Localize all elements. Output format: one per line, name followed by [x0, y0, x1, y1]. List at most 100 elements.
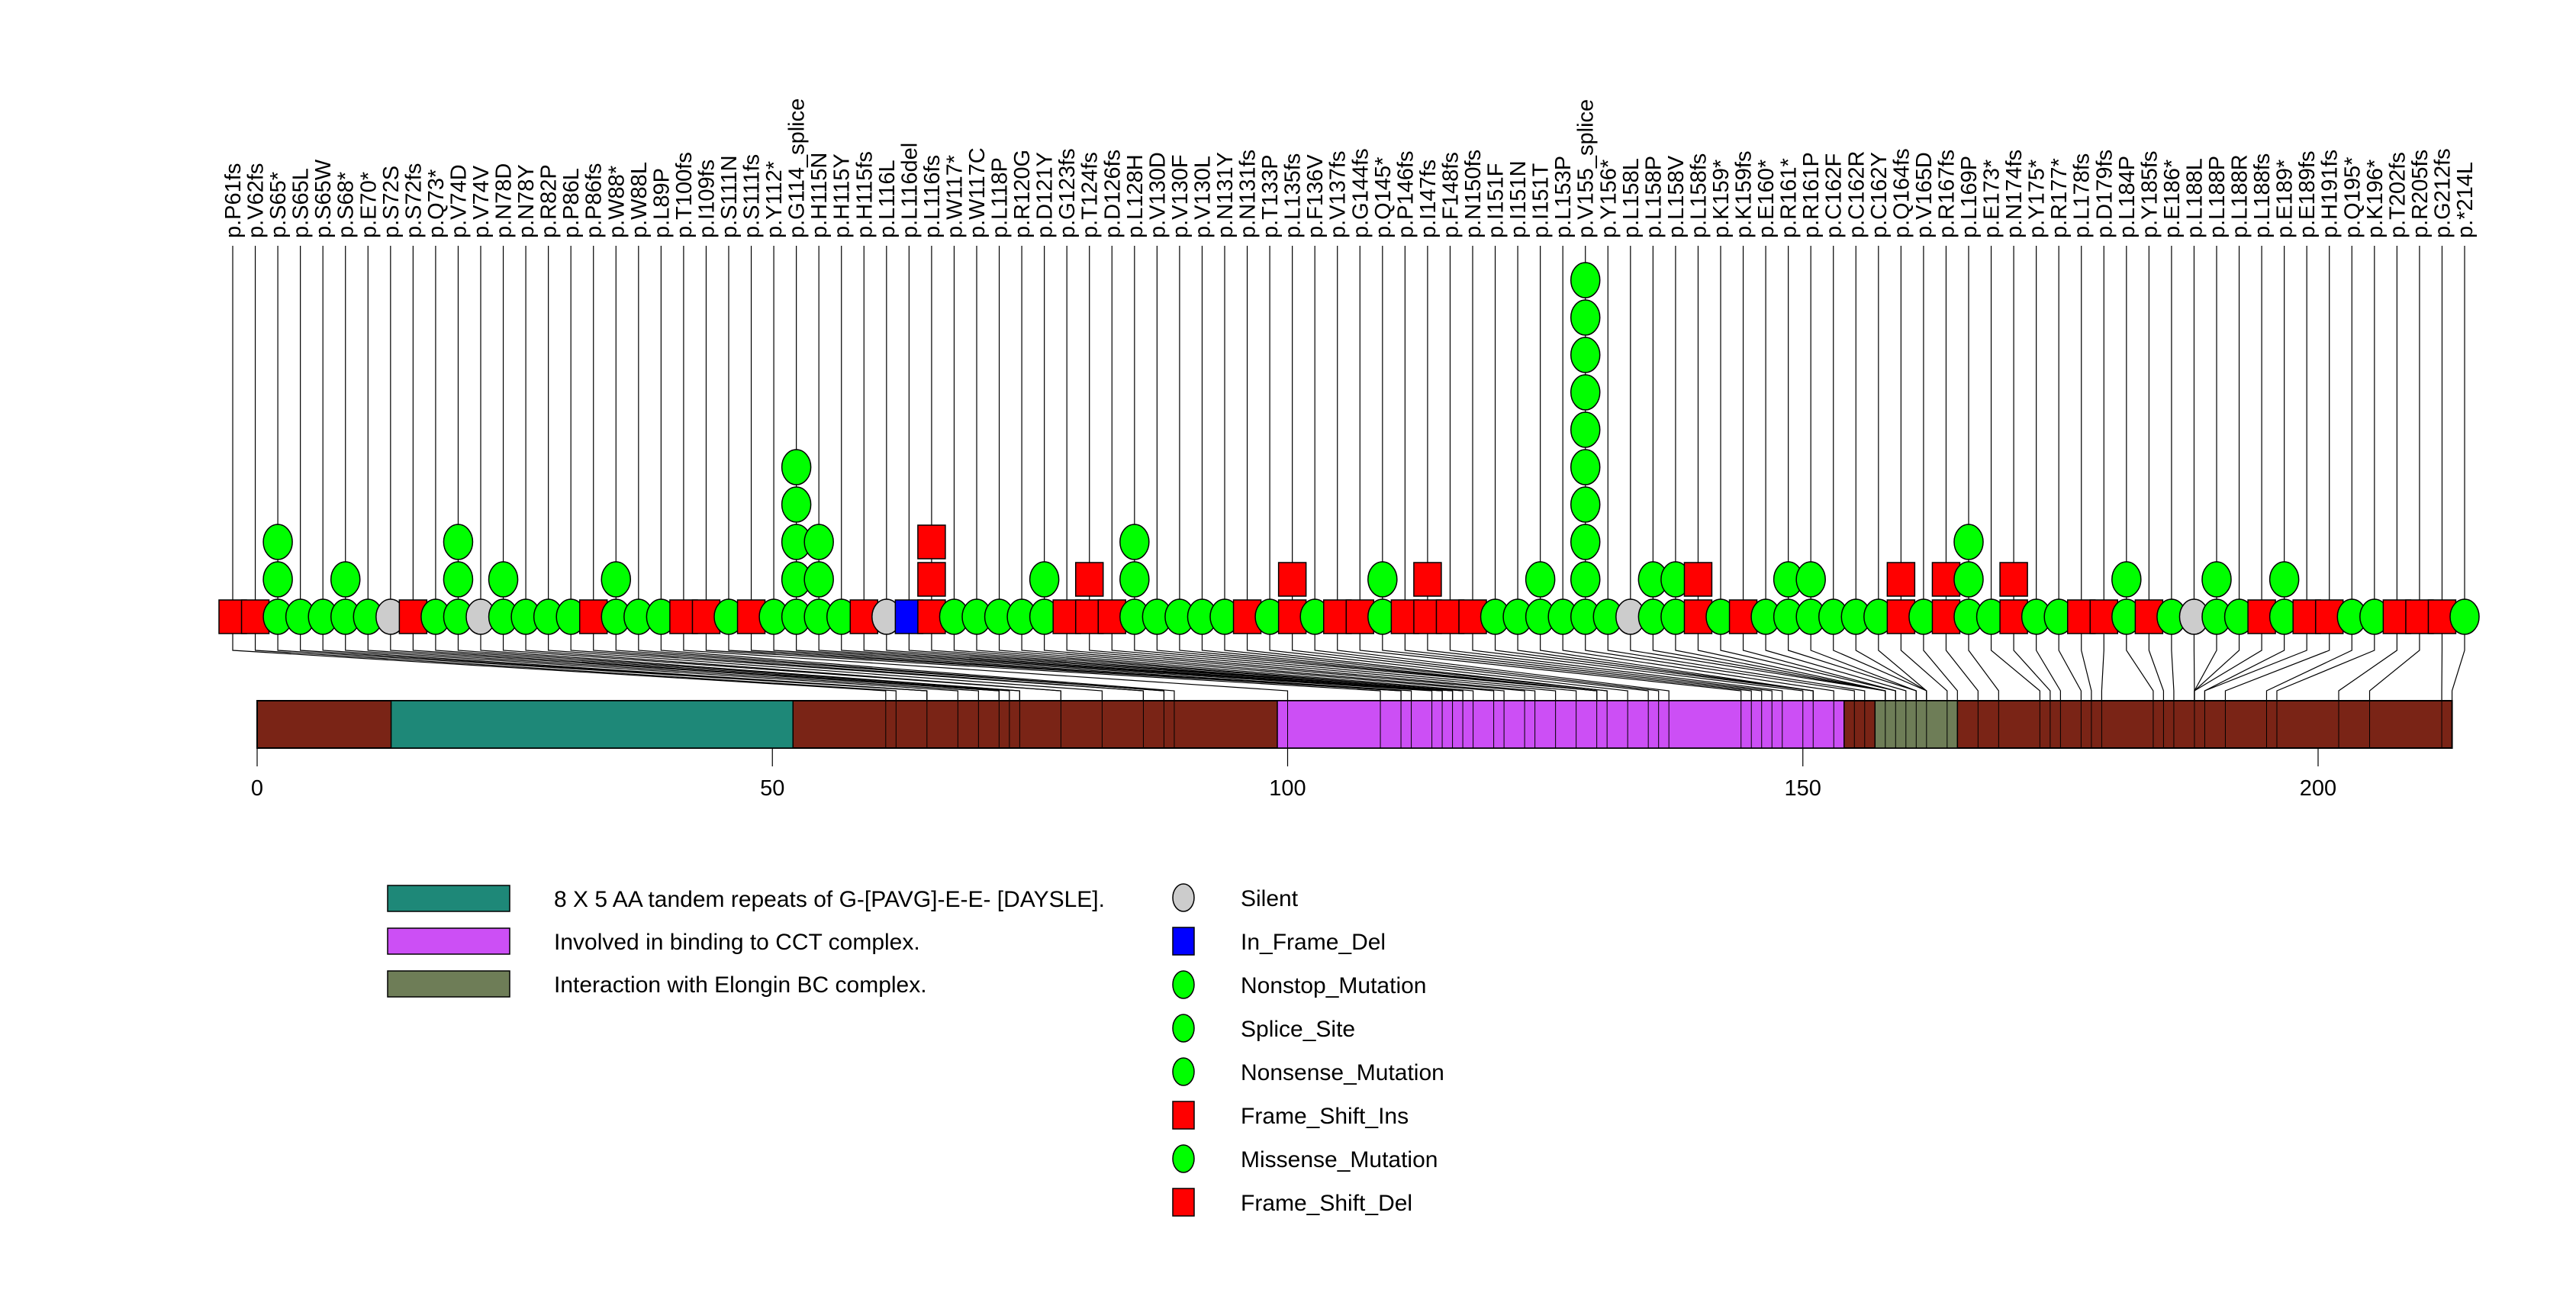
mutation-marker [330, 561, 361, 598]
mutation-label: p.N131fs [1236, 150, 1261, 238]
position-connector [1359, 635, 1742, 701]
mutation-label: p.P61fs [221, 163, 246, 238]
position-connector [412, 635, 1000, 701]
position-connector [1878, 635, 1927, 701]
position-connector [2148, 635, 2165, 701]
mutation-label: p.H191fs [2318, 150, 2343, 238]
mutation-label: p.R177* [2047, 158, 2072, 238]
position-connector [1449, 635, 1783, 701]
position-connector [525, 635, 1061, 701]
mutation-label: p.R161P [1799, 152, 1824, 238]
mutation-marker [488, 561, 519, 598]
mutation-marker [917, 562, 946, 597]
position-connector [1540, 635, 1814, 701]
mutation-label: p.K196* [2363, 160, 2388, 238]
mutation-label: p.L158L [1619, 158, 1644, 238]
legend-type-marker [1172, 927, 1195, 956]
mutation-label: p.L116L [875, 160, 900, 238]
position-connector [2036, 635, 2061, 701]
position-connector [435, 635, 1010, 701]
mutation-label: p.R120G [1010, 150, 1035, 238]
mutation-label: p.Q164fs [1889, 148, 1914, 238]
mutation-label: p.V74D [446, 164, 471, 238]
mutation-marker [2268, 561, 2300, 598]
position-connector [322, 635, 928, 701]
mutation-label: p.S111N [717, 155, 742, 238]
x-tick-label: 0 [251, 776, 263, 801]
mutation-label: p.P146fs [1393, 151, 1418, 238]
position-connector [638, 635, 1165, 701]
mutation-marker [781, 486, 812, 523]
mutation-marker [1953, 561, 1984, 598]
mutation-label: p.W117C [965, 147, 990, 238]
mutation-label: p.P86L [559, 168, 584, 238]
mutation-label: p.K159* [1709, 160, 1734, 238]
position-connector [2081, 635, 2092, 701]
mutation-marker [2111, 561, 2142, 598]
mutation-label: p.Q195* [2340, 157, 2365, 238]
position-connector [1201, 635, 1598, 701]
mutation-marker [803, 524, 834, 560]
mutation-label: p.H115N [807, 153, 832, 238]
legend-type-marker [1172, 1057, 1195, 1086]
mutation-label: p.N78D [492, 163, 517, 238]
position-connector [2194, 635, 2262, 701]
mutation-marker [917, 524, 946, 560]
mutation-label: p.L188P [2205, 156, 2230, 238]
mutation-label: p.R82P [537, 164, 562, 238]
mutation-label: p.S65W [311, 159, 336, 238]
legend-type-label: Missense_Mutation [1241, 1147, 1438, 1172]
mutation-label: p.N174fs [2002, 150, 2027, 238]
legend-type-marker [1172, 1101, 1195, 1130]
mutation-label: p.L158P [1641, 156, 1666, 238]
mutation-marker [601, 561, 632, 598]
legend-type-label: Splice_Site [1241, 1017, 1355, 1042]
position-connector [1742, 635, 1896, 701]
mutation-label: p.W88L [627, 162, 652, 238]
position-connector [2204, 635, 2307, 701]
mutation-labels: p.P61fsp.V62fsp.S65*p.S65Lp.S65Wp.S68*p.… [221, 98, 2478, 238]
legend-type-label: In_Frame_Del [1241, 930, 1386, 955]
legend-domain-swatch [387, 885, 510, 912]
legend-type-marker [1172, 1188, 1195, 1217]
legend-domain-label: Involved in binding to CCT complex. [554, 930, 920, 955]
legend-domain-swatch [387, 927, 510, 955]
mutation-label: p.Y175* [2025, 160, 2050, 238]
position-connector [2276, 635, 2375, 701]
position-connector [593, 635, 1145, 701]
mutation-label: p.E189fs [2295, 151, 2320, 238]
mutation-label: p.R167fs [1934, 150, 1959, 238]
position-connector [232, 635, 887, 701]
mutation-label: p.L188fs [2250, 153, 2275, 238]
mutation-label: p.P86fs [582, 163, 607, 238]
mutation-label: p.T124fs [1078, 152, 1103, 238]
mutation-label: p.I109fs [694, 160, 719, 238]
mutation-label: p.V62fs [244, 163, 269, 238]
mutation-label: p.E186* [2160, 160, 2185, 238]
position-connector [2126, 635, 2154, 701]
mutation-label: p.L188R [2228, 154, 2252, 238]
mutation-marker [803, 561, 834, 598]
mutation-label: p.L153P [1551, 156, 1576, 238]
position-connector [2265, 635, 2352, 701]
position-connector [1765, 635, 1907, 701]
mutation-label: p.I151N [1506, 160, 1531, 238]
mutation-label: p.N78Y [514, 164, 539, 238]
mutation-label: p.R205fs [2408, 150, 2433, 238]
x-axis: 0 50 100 150 200 [251, 748, 2336, 801]
position-connector [863, 635, 1443, 701]
mutation-label: p.T202fs [2385, 152, 2410, 238]
mutation-label: p.N150fs [1461, 150, 1486, 238]
mutation-marker [262, 561, 293, 598]
legend: 8 X 5 AA tandem repeats of G-[PAVG]-E-E-… [387, 883, 1444, 1217]
mutation-marker [262, 524, 293, 560]
mutation-label: p.C162R [1844, 151, 1869, 238]
position-connector [1066, 635, 1525, 701]
mutation-label: p.E160* [1754, 160, 1779, 238]
mutation-label: p.L118P [988, 157, 1013, 238]
mutation-markers [218, 262, 2480, 635]
mutation-marker [1525, 561, 1556, 598]
mutation-marker [2201, 561, 2232, 598]
mutation-label: p.V137fs [1326, 151, 1351, 238]
mutation-label: p.S65* [266, 172, 291, 238]
